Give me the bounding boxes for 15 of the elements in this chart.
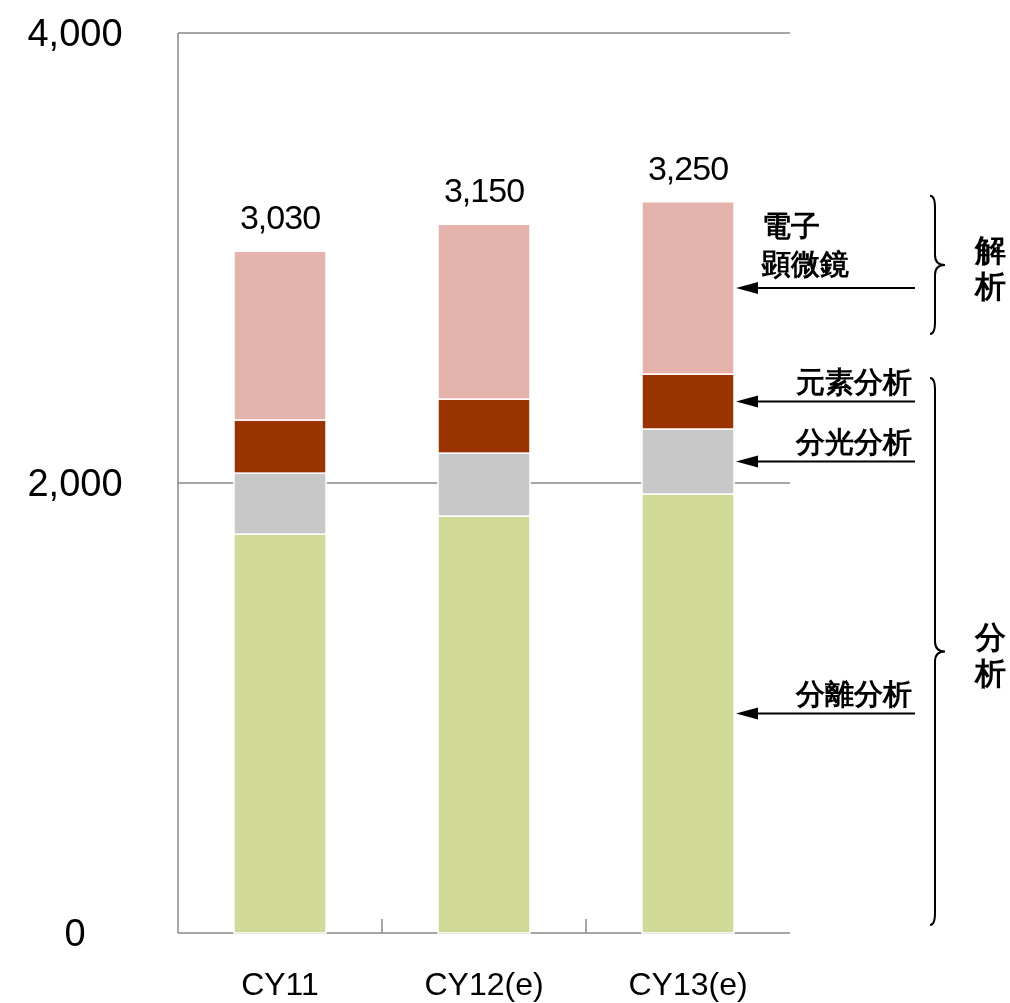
text: 分離分析 xyxy=(795,677,912,710)
x-tick-label: CY12(e) xyxy=(424,966,544,1002)
text: 元素分析 xyxy=(795,365,912,398)
total-label: 3,030 xyxy=(239,198,321,237)
x-tick-label: CY13(e) xyxy=(628,966,748,1002)
text: 分析 xyxy=(972,619,1006,691)
total-label: 3,150 xyxy=(443,171,525,210)
text: 解析 xyxy=(972,232,1006,304)
y-tick-label: 2,000 xyxy=(27,462,123,504)
y-tick-label: 4,000 xyxy=(27,12,123,54)
total-label: 3,250 xyxy=(647,148,729,187)
text: 分光分析 xyxy=(795,425,912,458)
x-tick-label: CY11 xyxy=(241,966,319,1002)
series-label: 電子顕微鏡 xyxy=(761,209,849,280)
y-tick-label: 0 xyxy=(64,912,86,954)
